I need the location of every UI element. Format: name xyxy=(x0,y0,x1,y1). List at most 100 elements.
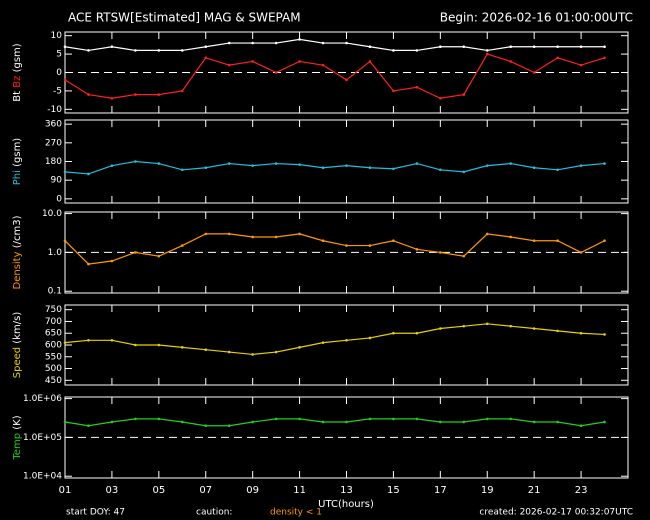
data-point xyxy=(134,417,137,421)
data-point xyxy=(134,343,137,347)
data-point xyxy=(532,239,536,243)
x-tick-label: 15 xyxy=(387,485,400,496)
data-point xyxy=(274,162,278,165)
data-point xyxy=(462,420,466,424)
legend-entry: Temp xyxy=(12,433,23,461)
data-point xyxy=(63,420,67,424)
data-point xyxy=(603,420,606,424)
data-point xyxy=(63,170,67,174)
data-point xyxy=(63,78,67,82)
data-point xyxy=(439,251,442,254)
y-tick-label: 450 xyxy=(45,376,62,386)
data-point xyxy=(204,56,208,60)
x-tick-label: 23 xyxy=(575,485,588,496)
data-point xyxy=(415,85,419,89)
data-point xyxy=(110,164,114,167)
data-point xyxy=(87,338,90,342)
created: created: 2026-02-17 00:32:07UTC xyxy=(479,508,633,518)
data-point xyxy=(345,420,348,424)
x-tick-label: 19 xyxy=(481,485,494,496)
data-point xyxy=(157,343,161,347)
data-point xyxy=(509,417,513,421)
y-tick-label: 1.0E+04 xyxy=(23,472,62,482)
data-point xyxy=(274,235,278,239)
data-point xyxy=(204,166,208,170)
data-point xyxy=(556,168,559,172)
data-point xyxy=(392,331,395,335)
data-point xyxy=(204,424,208,428)
data-point xyxy=(157,417,161,421)
data-point xyxy=(579,251,583,254)
y-axis-label: Phi (gsm) xyxy=(12,138,23,186)
data-point xyxy=(462,324,466,328)
data-point xyxy=(321,239,325,243)
x-tick-label: 11 xyxy=(293,485,306,496)
data-point xyxy=(110,259,114,263)
data-point xyxy=(227,63,231,67)
data-point xyxy=(485,164,489,167)
panel-frame xyxy=(64,119,629,204)
data-point xyxy=(556,56,559,60)
data-point xyxy=(392,417,395,421)
data-point xyxy=(204,45,208,49)
x-tick-label: 01 xyxy=(59,485,72,496)
caution-note: density < 1 xyxy=(270,508,322,518)
data-point xyxy=(368,336,372,340)
data-point xyxy=(345,244,348,247)
title: ACE RTSW[Estimated] MAG & SWEPAM xyxy=(68,11,301,25)
data-point xyxy=(579,424,583,428)
data-point xyxy=(87,424,90,428)
begin-time: Begin: 2026-02-16 01:00:00UTC xyxy=(440,11,633,25)
data-point xyxy=(87,262,90,266)
data-point xyxy=(603,333,606,336)
y-unit: (km/s) xyxy=(12,312,23,344)
y-tick-label: 1.0E+06 xyxy=(23,394,62,404)
y-unit: (K) xyxy=(12,415,23,429)
data-point xyxy=(345,164,348,167)
y-tick-label: 360 xyxy=(45,120,62,130)
data-point xyxy=(110,338,114,342)
y-tick-label: 1.0 xyxy=(48,248,63,258)
data-point xyxy=(603,162,606,165)
data-point xyxy=(392,167,395,171)
y-tick-label: 180 xyxy=(45,157,62,167)
x-tick-label: 21 xyxy=(528,485,541,496)
data-point xyxy=(298,232,301,236)
data-point xyxy=(63,341,67,344)
legend-entry: Speed xyxy=(12,347,23,378)
data-point xyxy=(157,162,161,165)
data-point xyxy=(579,164,583,167)
data-point xyxy=(180,49,184,52)
series-line xyxy=(64,38,605,52)
data-point xyxy=(415,417,419,421)
data-point xyxy=(274,71,278,74)
data-point xyxy=(439,96,442,100)
data-point xyxy=(63,239,67,243)
legend-entry: Density xyxy=(12,251,23,289)
data-point xyxy=(134,49,137,52)
data-point xyxy=(368,166,372,170)
data-point xyxy=(251,164,254,167)
y-tick-label: 0 xyxy=(56,68,62,78)
y-unit: (gsm) xyxy=(12,138,23,167)
data-point xyxy=(134,160,137,163)
data-point xyxy=(462,93,466,96)
data-point xyxy=(274,350,278,354)
y-tick-label: 0 xyxy=(56,194,62,204)
data-point xyxy=(462,254,466,258)
data-point xyxy=(415,248,419,251)
data-point xyxy=(415,162,419,165)
data-point xyxy=(415,331,419,335)
y-tick-label: 700 xyxy=(45,317,62,327)
data-point xyxy=(368,417,372,421)
data-point xyxy=(298,38,301,41)
data-point xyxy=(274,417,278,421)
data-point xyxy=(509,60,513,63)
x-tick-label: 05 xyxy=(152,485,165,496)
y-unit: (gsm) xyxy=(12,43,23,72)
data-point xyxy=(509,162,513,165)
legend-entry: Bz xyxy=(12,76,23,88)
x-tick-label: 13 xyxy=(340,485,353,496)
data-point xyxy=(87,172,90,176)
